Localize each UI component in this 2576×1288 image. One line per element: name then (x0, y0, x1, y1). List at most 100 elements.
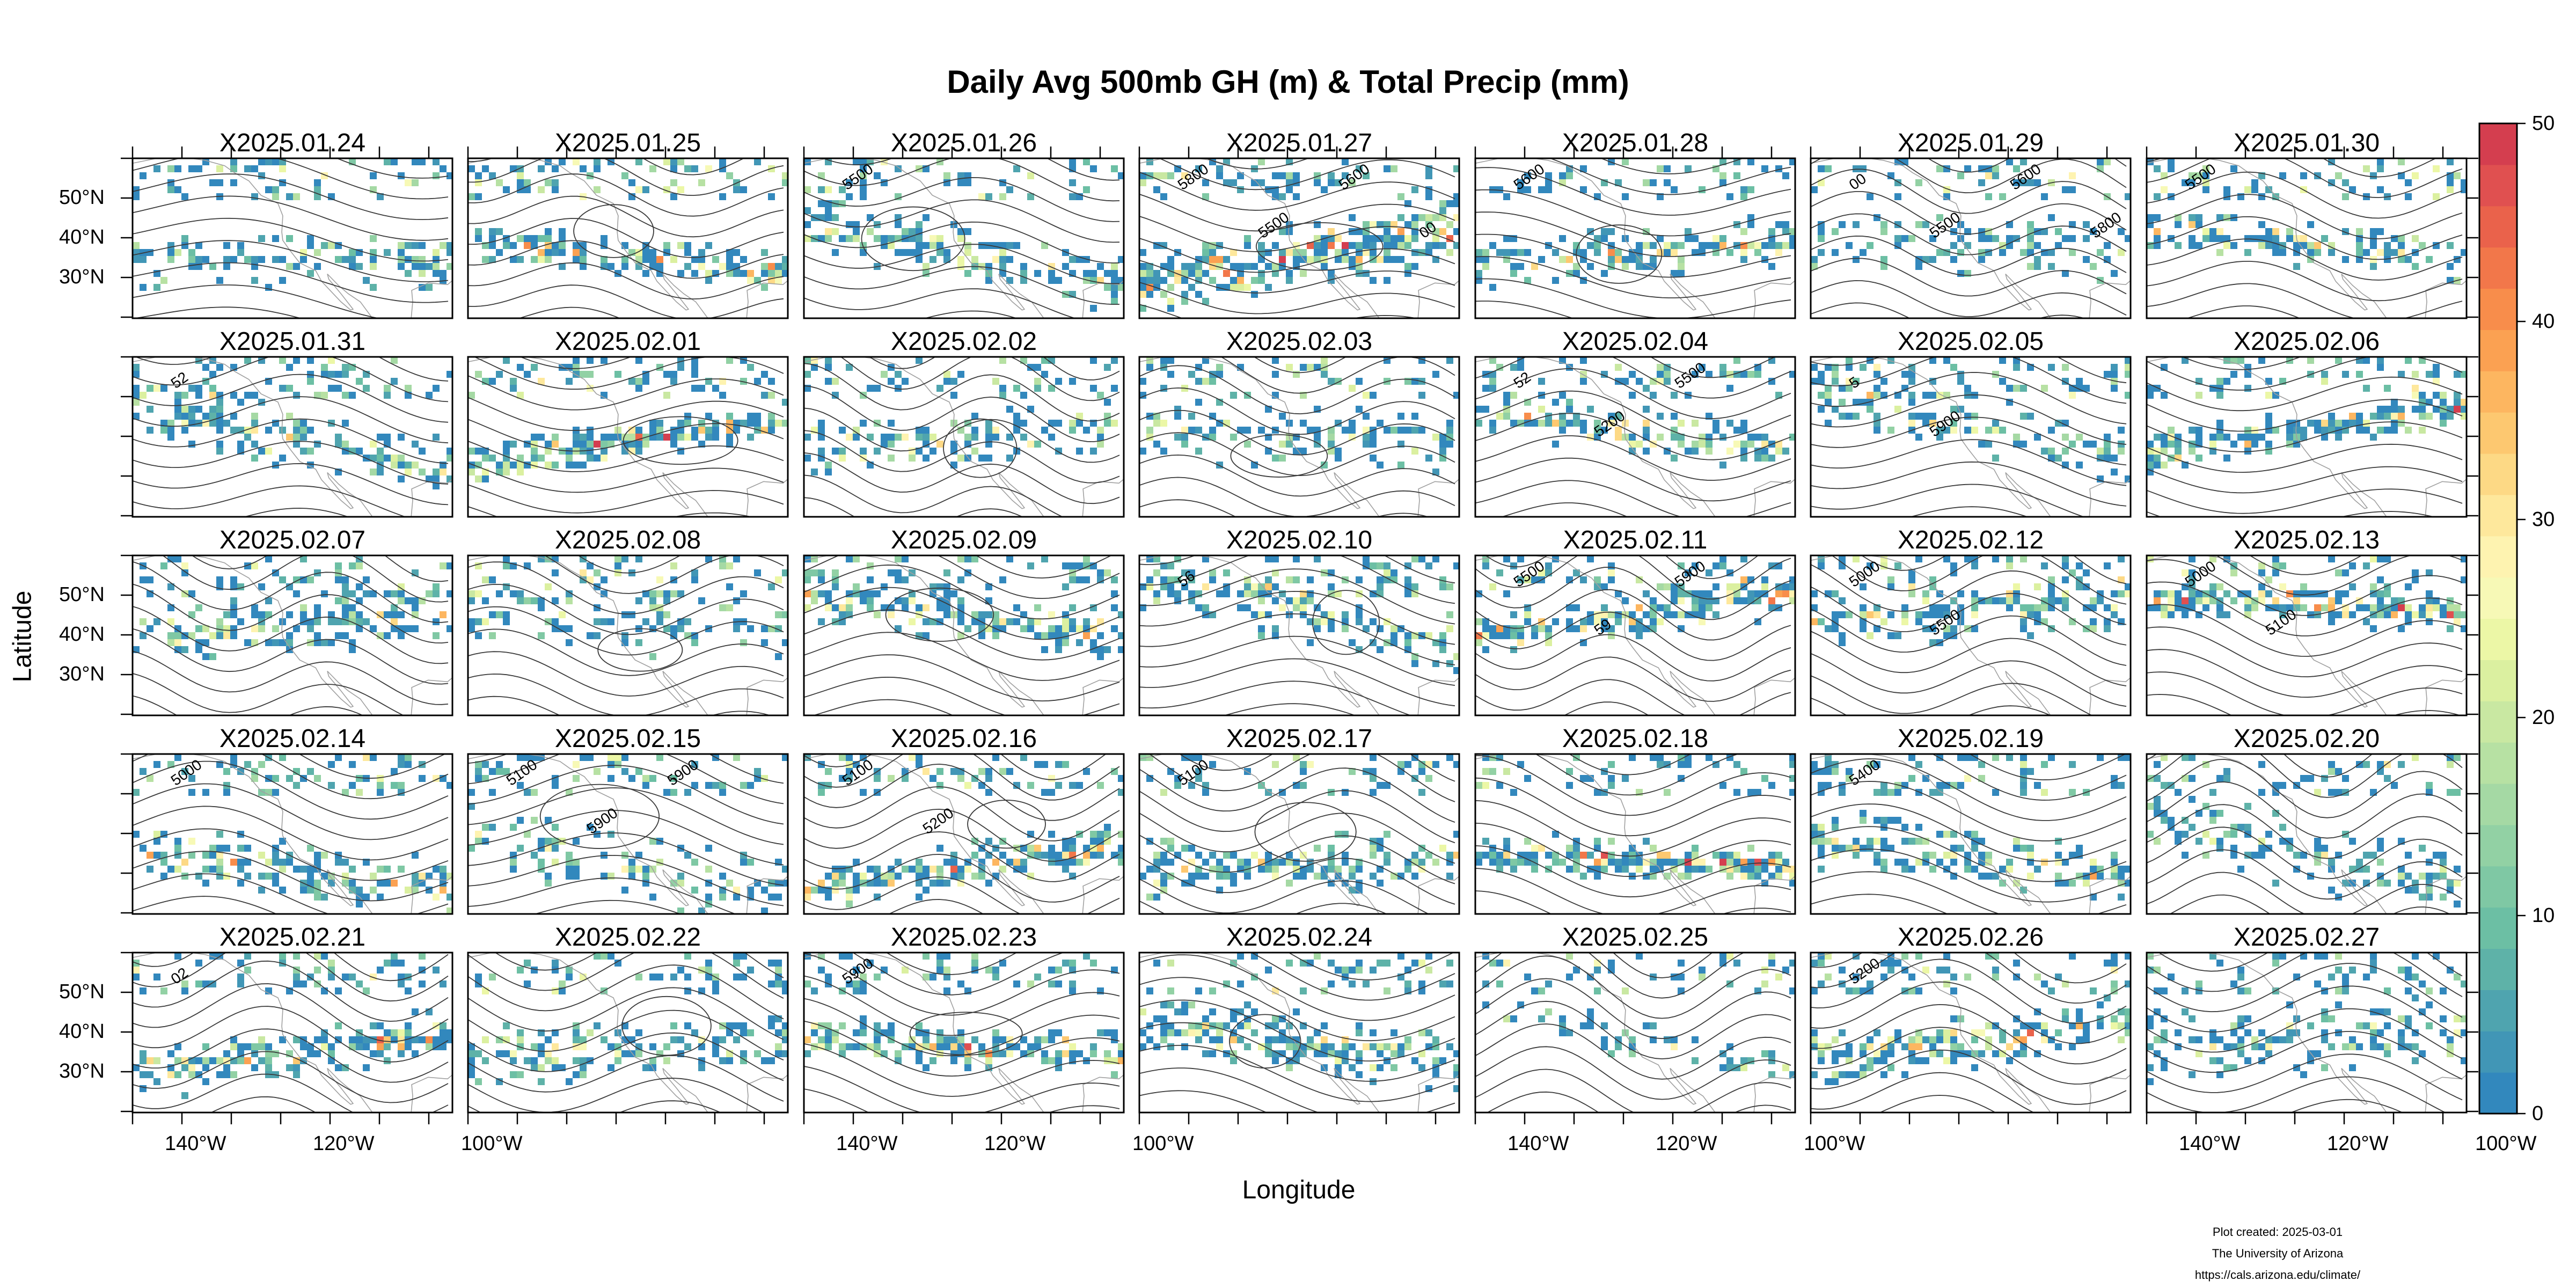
precip-cell (2251, 434, 2258, 441)
precip-cell (405, 242, 412, 249)
precip-cell (999, 385, 1006, 392)
precip-cell (251, 639, 258, 646)
precip-cell (825, 158, 832, 165)
precip-cell (2202, 165, 2209, 172)
precip-cell (853, 228, 860, 235)
precip-cell (768, 270, 775, 277)
precip-cell (992, 256, 999, 263)
precip-cell (1146, 427, 1153, 434)
precip-cell (2314, 242, 2321, 249)
precip-cell (1111, 270, 1118, 277)
precip-cell (1321, 249, 1328, 256)
precip-cell (1104, 284, 1111, 291)
precip-cell (1671, 270, 1678, 277)
precip-cell (1950, 256, 1957, 263)
precip-cell (209, 406, 216, 413)
precip-cell (712, 256, 719, 263)
panel-frame (803, 157, 1125, 319)
precip-cell (825, 469, 832, 475)
precip-cell (265, 427, 272, 434)
precip-cell (649, 427, 656, 434)
precip-cell (2048, 214, 2055, 221)
precip-cell (391, 462, 398, 469)
precip-cell (195, 385, 202, 392)
coastline (1811, 357, 2051, 517)
precip-cell (167, 434, 174, 441)
precip-cell (559, 228, 566, 235)
precip-cell (573, 364, 580, 371)
precip-cell (1475, 256, 1482, 263)
precip-cell (2104, 448, 2111, 455)
precip-cell (195, 242, 202, 249)
precip-cell (832, 214, 839, 221)
precip-cell (1104, 364, 1111, 371)
precip-cell (1118, 277, 1124, 284)
precip-cell (1643, 263, 1650, 270)
precip-cell (307, 270, 314, 277)
precip-cell (2454, 406, 2461, 413)
precip-cell (2398, 420, 2405, 427)
precip-cell (475, 618, 482, 625)
precip-cell (307, 625, 314, 632)
precip-cell (1404, 242, 1411, 249)
precip-cell (1230, 392, 1237, 399)
precip-cell (412, 158, 419, 165)
precip-cell (2196, 455, 2202, 462)
precip-cell (2363, 420, 2370, 427)
precip-cell (601, 455, 608, 462)
precip-cell (2314, 427, 2321, 434)
precip-cell (1397, 228, 1404, 235)
precip-cell (1832, 228, 1839, 235)
precip-cell (853, 434, 860, 441)
precip-cell (2034, 263, 2041, 270)
precip-cell (936, 385, 943, 392)
precip-cell (1922, 221, 1929, 228)
precip-cell (1733, 357, 1740, 364)
precip-cell (992, 434, 999, 441)
precip-cell (1978, 441, 1985, 448)
precip-cell (1573, 270, 1580, 277)
precip-cell (1453, 392, 1459, 399)
precip-cell (489, 632, 496, 639)
precip-cell (384, 385, 391, 392)
precip-cell (545, 179, 552, 186)
precip-cell (2111, 469, 2118, 475)
height-contour (2147, 171, 2463, 219)
precip-cell (2377, 357, 2384, 364)
precip-cell (1090, 305, 1097, 312)
precip-cell (1111, 385, 1118, 392)
precip-cell (2111, 270, 2118, 277)
precip-cell (1097, 427, 1104, 434)
precip-cell (2272, 228, 2279, 235)
precip-cell (1181, 434, 1188, 441)
precip-cell (384, 158, 391, 165)
precip-cell (1397, 214, 1404, 221)
precip-cell (503, 469, 510, 475)
precip-cell (621, 611, 628, 618)
precip-cell (1097, 434, 1104, 441)
precip-cell (2097, 165, 2104, 172)
height-contour (804, 266, 1120, 305)
precip-cell (1559, 172, 1566, 179)
precip-cell (1636, 378, 1643, 385)
precip-cell (2209, 235, 2216, 242)
precip-cell (188, 413, 195, 420)
precip-cell (1887, 427, 1894, 434)
precip-cell (1020, 263, 1027, 270)
precip-cell (2111, 385, 2118, 392)
precip-cell (1363, 413, 1370, 420)
precip-cell (642, 441, 649, 448)
precip-cell (153, 165, 160, 172)
precip-cell (1713, 427, 1719, 434)
precip-cell (1489, 420, 1496, 427)
precip-cell (1181, 298, 1188, 305)
precip-cell (943, 378, 950, 385)
precip-cell (1552, 277, 1559, 284)
precip-cell (587, 434, 594, 441)
precip-cell (566, 455, 573, 462)
precip-cell (216, 165, 223, 172)
precip-cell (1517, 186, 1524, 193)
coastline (1475, 357, 1716, 517)
precip-cell (825, 228, 832, 235)
precip-cell (2161, 186, 2168, 193)
